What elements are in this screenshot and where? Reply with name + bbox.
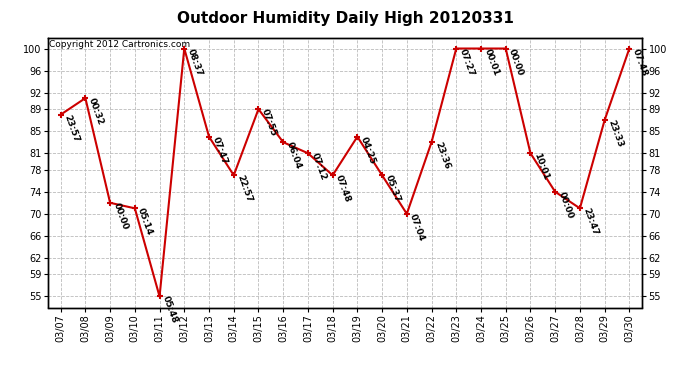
Text: 07:04: 07:04 (408, 213, 426, 242)
Text: 00:00: 00:00 (507, 47, 525, 76)
Text: 07:48: 07:48 (631, 47, 649, 77)
Text: Copyright 2012 Cartronics.com: Copyright 2012 Cartronics.com (50, 40, 190, 49)
Text: 07:55: 07:55 (260, 108, 278, 138)
Text: 05:48: 05:48 (161, 295, 179, 325)
Text: 05:37: 05:37 (384, 174, 402, 204)
Text: 04:25: 04:25 (359, 135, 377, 165)
Text: 06:04: 06:04 (284, 141, 303, 171)
Text: 23:57: 23:57 (62, 113, 80, 143)
Text: 00:00: 00:00 (557, 190, 575, 220)
Text: 08:37: 08:37 (186, 47, 204, 77)
Text: 00:01: 00:01 (482, 47, 500, 77)
Text: 23:47: 23:47 (581, 207, 600, 237)
Text: 10:01: 10:01 (532, 152, 550, 182)
Text: 07:27: 07:27 (457, 47, 476, 77)
Text: 23:36: 23:36 (433, 141, 451, 171)
Text: 07:12: 07:12 (309, 152, 328, 182)
Text: 22:57: 22:57 (235, 174, 253, 204)
Text: 00:00: 00:00 (112, 201, 130, 231)
Text: 23:33: 23:33 (606, 119, 624, 149)
Text: 00:32: 00:32 (87, 97, 105, 126)
Text: Outdoor Humidity Daily High 20120331: Outdoor Humidity Daily High 20120331 (177, 11, 513, 26)
Text: 07:47: 07:47 (210, 135, 228, 165)
Text: 07:48: 07:48 (334, 174, 353, 204)
Text: 05:14: 05:14 (136, 207, 155, 237)
